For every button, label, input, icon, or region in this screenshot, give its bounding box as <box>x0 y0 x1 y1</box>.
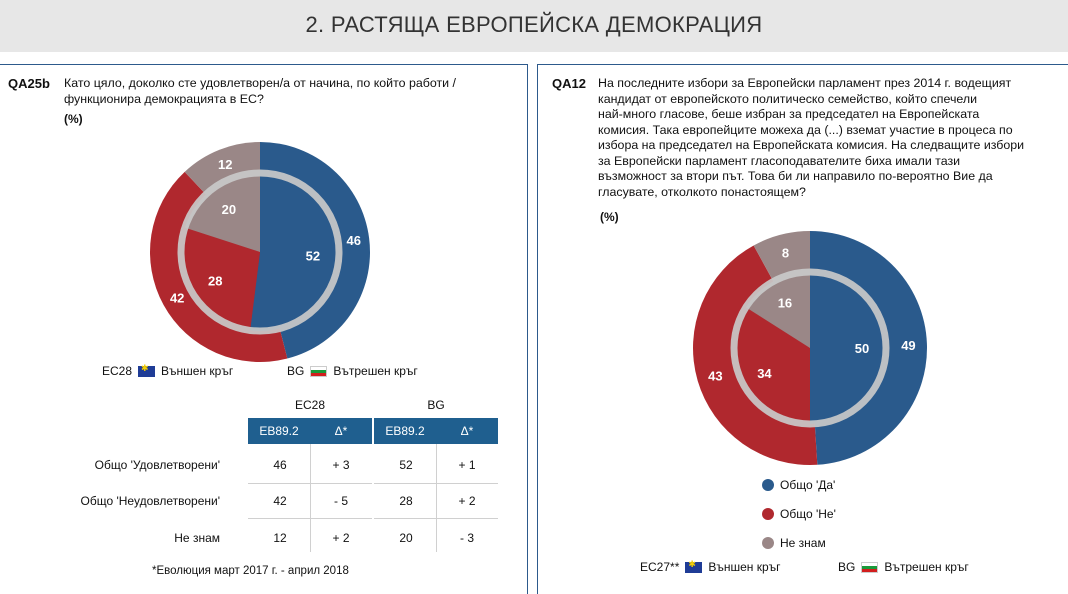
inner-data-label: 50 <box>855 341 869 356</box>
table-cell: - 3 <box>459 531 474 545</box>
separator-ring <box>730 268 890 428</box>
legend-dot-icon <box>762 537 774 549</box>
table-divider <box>248 518 372 519</box>
legend-inner-right: BG Вътрешен кръг <box>838 560 969 574</box>
table-row-label: Общо 'Неудовлетворени' <box>80 494 220 508</box>
legend-category-label: Общо 'Да' <box>780 478 836 492</box>
header-band <box>0 0 1068 52</box>
inner-slice <box>810 272 886 424</box>
inner-data-label: 34 <box>757 366 772 381</box>
legend-outer-label: Външен кръг <box>161 364 234 378</box>
table-group-bg: BG <box>427 398 445 412</box>
percent-label-right: (%) <box>600 210 619 224</box>
table-cell: + 1 <box>458 458 476 472</box>
legend-outer-code: ЕС28 <box>102 364 133 378</box>
inner-data-label: 20 <box>222 202 236 217</box>
legend-inner-left: BG Вътрешен кръг <box>287 364 418 378</box>
question-line: Като цяло, доколко сте удовлетворен/а от… <box>64 76 456 90</box>
inner-data-label: 16 <box>778 295 792 310</box>
donut-chart-qa12: 49 43 8 50 34 16 <box>693 231 928 466</box>
separator-ring <box>177 169 343 335</box>
left-panel <box>0 64 528 594</box>
table-cell: + 2 <box>332 531 350 545</box>
question-line: за Европейски парламент гласоподавателит… <box>598 153 961 168</box>
question-line: кандидат от европейското политическо сем… <box>598 91 978 106</box>
legend-category-dk: Не знам <box>762 536 826 550</box>
question-line: най-много гласове, беше избран за предсе… <box>598 107 980 121</box>
table-cell: - 5 <box>333 494 348 508</box>
table-cell: + 2 <box>458 494 476 508</box>
percent-label-left: (%) <box>64 112 83 126</box>
question-text-right: На последните избори за Европейски парла… <box>598 76 1024 200</box>
eu-flag-icon <box>685 559 703 573</box>
table-divider <box>310 444 311 552</box>
question-line: комисия. Така европейците можеха да (...… <box>598 122 1013 137</box>
footnote: *Еволюция март 2017 г. - април 2018 <box>152 565 349 577</box>
bg-flag-icon <box>310 365 328 377</box>
legend-inner-code: BG <box>838 560 856 574</box>
table-cell: 28 <box>399 494 413 508</box>
question-id-right: QA12 <box>552 76 586 91</box>
question-line: гласувате, отколкото понастоящем? <box>598 184 806 199</box>
inner-slice <box>181 227 260 331</box>
table-cell: 42 <box>273 494 287 508</box>
inner-data-label: 52 <box>306 248 320 263</box>
legend-outer-code: ЕС27** <box>640 560 680 574</box>
question-line: На последните избори за Европейски парла… <box>598 76 1012 90</box>
legend-dot-icon <box>762 508 774 520</box>
table-cell: + 3 <box>332 458 350 472</box>
legend-category-yes: Общо 'Да' <box>762 478 835 492</box>
outer-data-label: 12 <box>218 157 232 172</box>
question-id-left: QA25b <box>8 76 50 91</box>
legend-inner-code: BG <box>287 364 305 378</box>
table-row-label: Не знам <box>174 531 220 545</box>
table-row-label: Общо 'Удовлетворени' <box>94 458 220 472</box>
eu-flag-icon <box>138 363 156 377</box>
legend-category-no: Общо 'Не' <box>762 507 836 521</box>
table-header-eb-bg: EB89.2 <box>374 418 436 444</box>
inner-slice <box>250 173 339 331</box>
legend-outer-right: ЕС27** Външен кръг <box>640 559 781 575</box>
table-cell: 12 <box>273 531 287 545</box>
legend-category-label: Не знам <box>780 536 826 550</box>
table-cell: 20 <box>399 531 413 545</box>
table-divider <box>374 483 498 484</box>
outer-data-label: 49 <box>901 338 915 353</box>
legend-outer-left: ЕС28 Външен кръг <box>102 363 234 379</box>
outer-data-label: 42 <box>170 291 184 306</box>
page-title: 2. РАСТЯЩА ЕВРОПЕЙСКА ДЕМОКРАЦИЯ <box>305 12 763 37</box>
table-divider <box>374 518 498 519</box>
bg-flag-icon <box>861 561 879 573</box>
chart-canvas: 46 42 12 52 28 20 49 43 8 50 34 16 <box>149 142 928 466</box>
right-panel <box>537 64 1068 594</box>
legend-outer-label: Външен кръг <box>708 560 781 574</box>
question-text-left: Като цяло, доколко сте удовлетворен/а от… <box>64 76 456 107</box>
outer-data-label: 8 <box>782 246 789 261</box>
inner-slice <box>184 173 260 252</box>
inner-data-label: 28 <box>208 273 222 288</box>
legend-category-label: Общо 'Не' <box>780 507 836 521</box>
table-header-eb-eu: EB89.2 <box>248 418 310 444</box>
legend-inner-label: Вътрешен кръг <box>884 560 969 574</box>
question-line: функционира демокрацията в ЕС? <box>64 91 264 106</box>
table-cell: 46 <box>273 458 287 472</box>
donut-chart-qa25b: 46 42 12 52 28 20 <box>149 142 370 363</box>
question-line: избора на председател на Европейската ко… <box>598 138 1025 152</box>
table-divider <box>248 483 372 484</box>
table-divider <box>436 444 437 552</box>
legend-inner-label: Вътрешен кръг <box>333 364 418 378</box>
table-header-delta-bg: Δ* <box>436 418 498 444</box>
table-cell: 52 <box>399 458 413 472</box>
question-line: възможност за втори път. Това би ли напр… <box>598 169 993 183</box>
table-group-eu: ЕС28 <box>294 398 326 412</box>
table-header-delta-eu: Δ* <box>310 418 372 444</box>
legend-dot-icon <box>762 479 774 491</box>
outer-data-label: 43 <box>708 368 722 383</box>
outer-data-label: 46 <box>347 233 361 248</box>
